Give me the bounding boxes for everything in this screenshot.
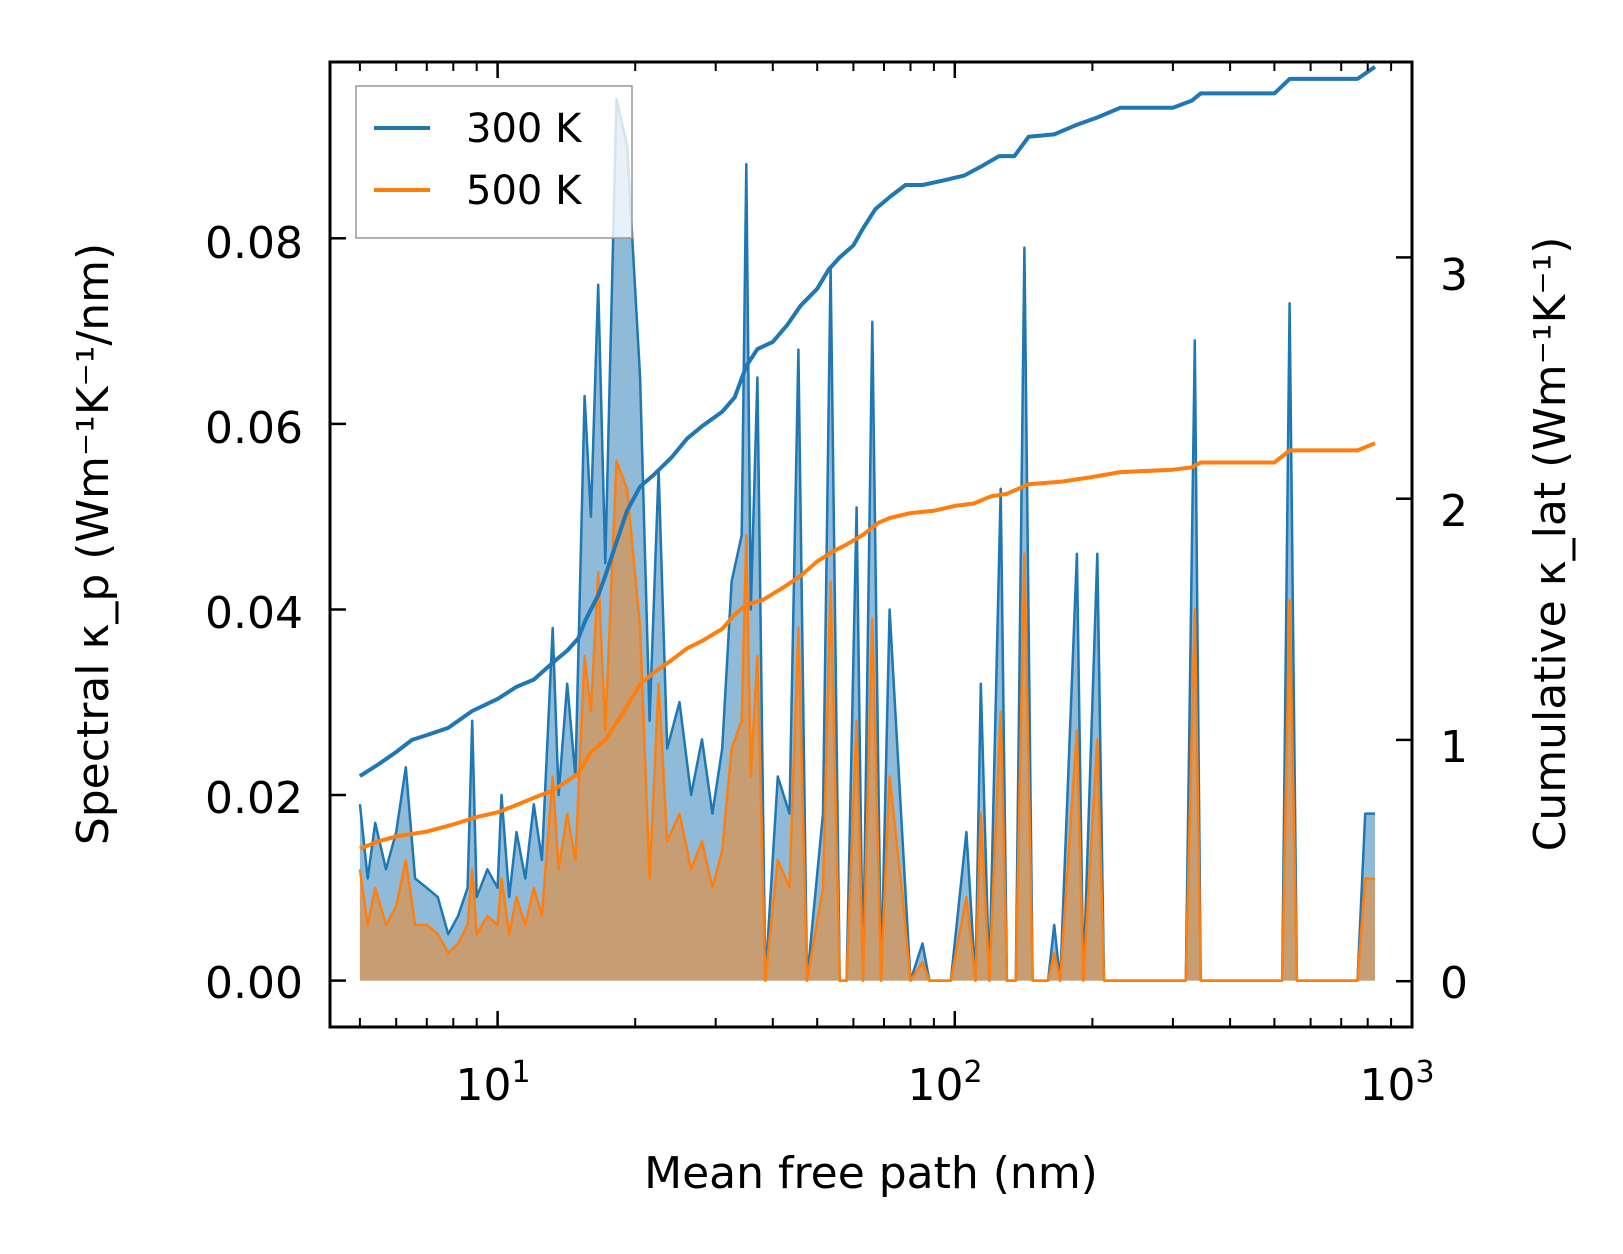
y-left-tick-label: 0.02 [205,773,303,824]
y-left-tick-label: 0.06 [205,403,303,454]
x-tick-label-1000: 103 [1359,1055,1434,1111]
y-right-tick-label: 2 [1440,486,1468,537]
legend-box [355,85,633,239]
y-axis-right-title: Cumulative κ_lat (Wm⁻¹K⁻¹) [1525,237,1576,852]
y-right-tick-label: 1 [1440,722,1468,773]
x-tick-labels: 101 102 103 [455,1055,1434,1111]
legend-label-500k: 500 K [466,168,583,214]
y-right-tick-label: 3 [1440,250,1468,301]
cumulative-line-300k [358,65,1377,778]
y-right-tick-label: 0 [1440,958,1468,1009]
plot-frame [328,60,1414,1029]
x-tick-label-10: 101 [455,1055,530,1111]
cumulative-line-500k [359,441,1376,851]
spectral-line-500k [358,459,1375,982]
spectral-area-500k [359,461,1375,981]
spectral-layer [358,97,1375,982]
x-axis-title: Mean free path (nm) [644,1148,1098,1199]
y-axis-right [1396,256,1412,983]
x-tick-label-100: 102 [907,1055,982,1111]
y-left-tick-label: 0.08 [205,218,303,269]
y-left-tick-label: 0.00 [205,958,303,1009]
y-right-tick-labels: 0 1 2 3 [1440,250,1468,1009]
y-axis-left-title: Spectral κ_p (Wm⁻¹K⁻¹/nm) [68,243,119,845]
x-axis [358,62,1414,1027]
y-axis-left [330,237,346,982]
y-left-tick-labels: 0.00 0.02 0.04 0.06 0.08 [205,218,303,1009]
legend: 300 K 500 K [355,85,633,239]
y-left-tick-label: 0.04 [205,588,303,639]
cumulative-layer [358,65,1377,851]
legend-label-300k: 300 K [466,106,583,152]
